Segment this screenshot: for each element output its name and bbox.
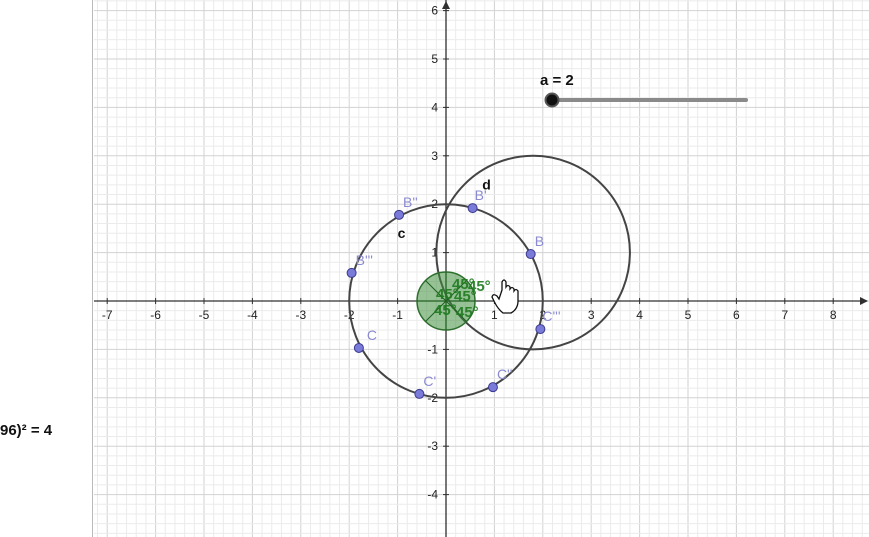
angle-label: 45° — [436, 286, 459, 303]
slider-handle[interactable] — [544, 92, 560, 108]
angle-labels: 45°45°45°45°45° 45° — [434, 276, 491, 321]
hand-cursor-icon — [491, 279, 519, 314]
point-b[interactable]: B — [525, 233, 544, 260]
point-cppp[interactable]: C''' — [535, 308, 561, 335]
x-tick-label: -3 — [295, 308, 306, 322]
angle-label: 45° — [454, 288, 477, 305]
x-tick-label: -4 — [247, 308, 258, 322]
circle-c-label[interactable]: c — [398, 225, 406, 241]
x-tick-label: -7 — [102, 308, 113, 322]
angle-label: 45° — [456, 304, 479, 321]
angle-spokes — [417, 272, 475, 330]
point-marker[interactable] — [525, 249, 536, 260]
point-marker[interactable] — [535, 324, 546, 335]
angle-markers[interactable]: 45°45°45°45°45° 45° — [416, 271, 491, 331]
x-tick-label: 3 — [588, 308, 595, 322]
point-label: B'' — [403, 194, 418, 210]
x-tick-label: 2 — [539, 308, 546, 322]
algebra-equation[interactable]: 96)² = 4 — [0, 422, 53, 439]
circle-d-label[interactable]: d — [482, 177, 491, 193]
y-tick-label: -4 — [427, 488, 438, 502]
x-axis-arrow — [860, 297, 868, 305]
y-tick-label: 3 — [431, 149, 438, 163]
y-tick-label: -3 — [427, 439, 438, 453]
points[interactable]: B B' B'' B''' C C' C'' C''' — [346, 187, 561, 399]
graphics-view[interactable]: -7 -6 -5 -4 -3 -2 -1 1 2 3 4 5 6 7 8 6 5 4 3 2 1 -1 -2 -3 -4 c … — [94, 0, 869, 537]
angle-label: 45° — [434, 302, 457, 319]
point-bpp[interactable]: B'' — [394, 194, 418, 220]
y-tick-label: -1 — [427, 342, 438, 356]
angle-label: 45° — [468, 278, 491, 295]
point-marker[interactable] — [346, 267, 357, 278]
x-tick-label: 6 — [733, 308, 740, 322]
view-divider[interactable] — [92, 0, 93, 537]
y-axis-arrow — [442, 1, 450, 9]
x-tick-label: 7 — [781, 308, 788, 322]
point-label: B — [535, 233, 544, 249]
point-marker[interactable] — [394, 209, 405, 220]
x-tick-label: -1 — [392, 308, 403, 322]
y-tick-label: 6 — [431, 4, 438, 18]
grid — [94, 0, 869, 537]
angle-spoke — [425, 280, 447, 302]
point-bp[interactable]: B' — [467, 187, 487, 214]
x-tick-label: 8 — [830, 308, 837, 322]
point-bppp[interactable]: B''' — [346, 252, 373, 278]
point-label: B''' — [356, 252, 373, 268]
point-label: C''' — [542, 308, 560, 324]
point-label: B' — [475, 187, 487, 203]
x-tick-label: 1 — [491, 308, 498, 322]
point-c[interactable]: C — [353, 327, 377, 353]
axes — [94, 0, 868, 537]
point-marker[interactable] — [353, 342, 364, 353]
y-tick-label: 1 — [431, 246, 438, 260]
angle-spoke — [425, 300, 447, 322]
point-marker[interactable] — [467, 203, 478, 214]
circle-d[interactable] — [435, 154, 631, 351]
point-label: C — [367, 327, 377, 343]
point-marker[interactable] — [414, 388, 425, 399]
angle-label: 45° — [452, 276, 475, 293]
x-tick-label: -5 — [199, 308, 210, 322]
circle-c[interactable] — [348, 203, 544, 399]
y-tick-label: 5 — [431, 52, 438, 66]
algebra-view: 96)² = 4 — [0, 0, 93, 537]
x-tick-label: 5 — [685, 308, 692, 322]
slider-a[interactable]: a = 2 — [540, 72, 748, 108]
point-marker[interactable] — [487, 382, 498, 393]
point-cp[interactable]: C' — [414, 373, 436, 399]
x-tick-label: -6 — [150, 308, 161, 322]
point-cpp[interactable]: C'' — [487, 366, 512, 393]
angle-spoke — [445, 280, 467, 302]
y-tick-label: 4 — [431, 100, 438, 114]
point-label: C'' — [497, 366, 512, 382]
slider-label: a = 2 — [540, 72, 574, 89]
point-label: C' — [423, 373, 436, 389]
angle-spoke — [445, 300, 467, 322]
x-tick-label: 4 — [636, 308, 643, 322]
